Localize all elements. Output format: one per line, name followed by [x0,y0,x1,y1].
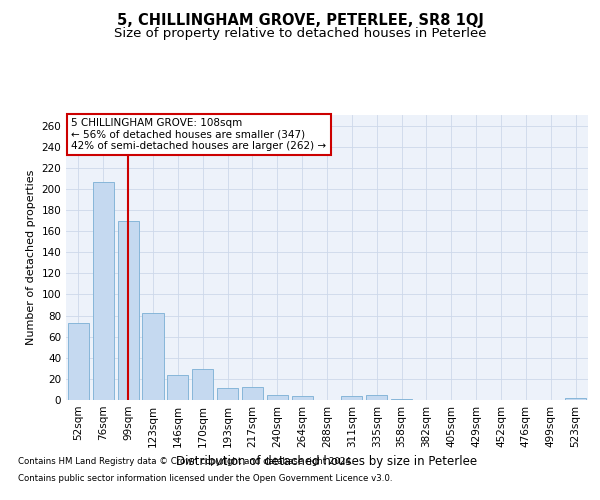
Text: 5 CHILLINGHAM GROVE: 108sqm
← 56% of detached houses are smaller (347)
42% of se: 5 CHILLINGHAM GROVE: 108sqm ← 56% of det… [71,118,326,151]
Bar [217,388,238,400]
Text: Contains HM Land Registry data © Crown copyright and database right 2024.: Contains HM Land Registry data © Crown c… [18,458,353,466]
X-axis label: Distribution of detached houses by size in Peterlee: Distribution of detached houses by size … [176,456,478,468]
Bar [341,396,362,400]
Bar [565,398,586,400]
Bar [366,394,387,400]
Bar [93,182,114,400]
Bar [142,314,164,400]
Y-axis label: Number of detached properties: Number of detached properties [26,170,36,345]
Bar [391,399,412,400]
Bar [192,370,213,400]
Bar [292,396,313,400]
Bar [68,323,89,400]
Bar [267,394,288,400]
Bar [167,374,188,400]
Text: Contains public sector information licensed under the Open Government Licence v3: Contains public sector information licen… [18,474,392,483]
Bar [118,220,139,400]
Text: Size of property relative to detached houses in Peterlee: Size of property relative to detached ho… [114,28,486,40]
Bar [242,388,263,400]
Text: 5, CHILLINGHAM GROVE, PETERLEE, SR8 1QJ: 5, CHILLINGHAM GROVE, PETERLEE, SR8 1QJ [116,12,484,28]
